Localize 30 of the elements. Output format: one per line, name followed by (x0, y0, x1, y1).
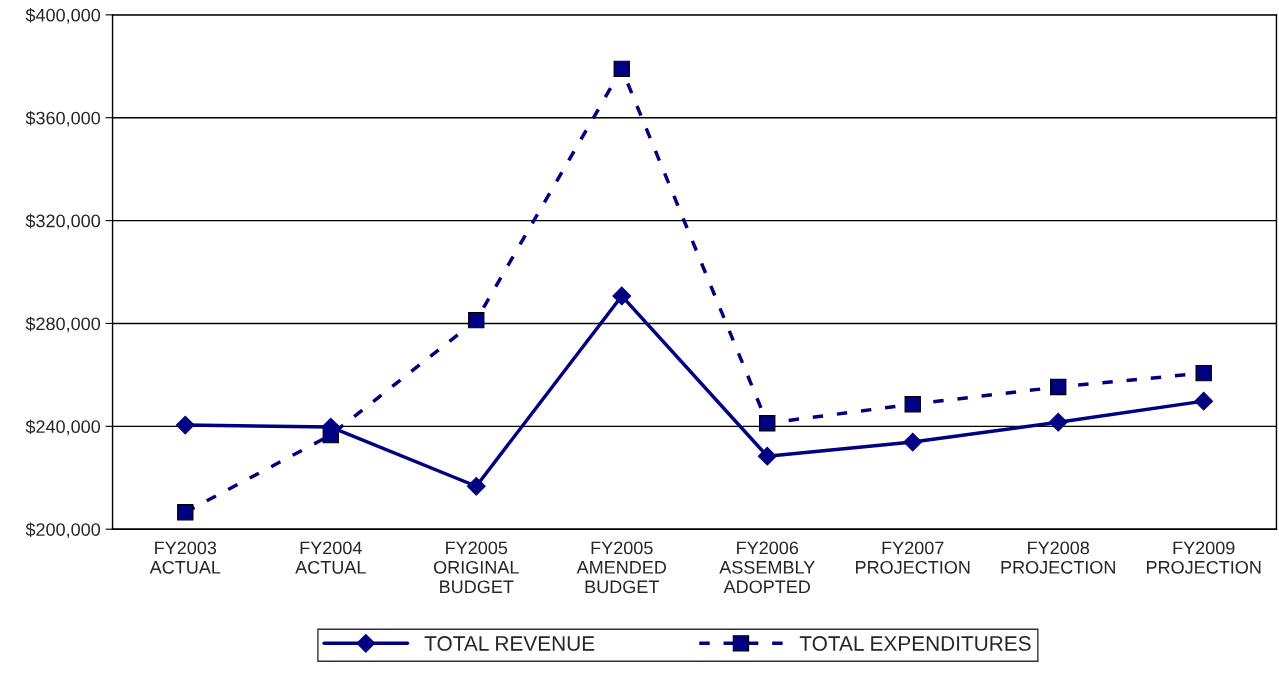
point (757, 446, 777, 466)
y-tick-label: $360,000 (25, 110, 101, 127)
point (612, 286, 632, 306)
legend-label: TOTAL EXPENDITURES (799, 636, 1031, 651)
point (468, 311, 485, 329)
point (177, 504, 194, 521)
point (466, 476, 486, 496)
y-tick-label: $200,000 (25, 522, 101, 539)
y-tick-label: $400,000 (25, 8, 101, 24)
x-tick-label: FY2007 PROJECTION (856, 541, 970, 574)
y-tick-label: $240,000 (25, 419, 101, 436)
x-tick-label: FY2005 ORIGINAL BUDGET (433, 541, 519, 594)
point (1194, 391, 1214, 411)
y-tick-label: $320,000 (25, 213, 101, 230)
point (904, 396, 921, 413)
x-tick-label: FY2004 ACTUAL (295, 541, 366, 574)
point (175, 415, 195, 435)
x-tick-label: FY2003 ACTUAL (149, 541, 221, 574)
point (903, 432, 923, 452)
legend-label: TOTAL REVENUE (424, 636, 595, 651)
point (1195, 364, 1212, 382)
point (759, 415, 776, 432)
y-tick-label: $280,000 (25, 316, 101, 333)
x-tick-label: FY2008 PROJECTION (1001, 541, 1115, 574)
x-tick-label: FY2005 AMENDED BUDGET (576, 541, 667, 594)
point (1050, 378, 1067, 396)
x-tick-label: FY2009 PROJECTION (1147, 541, 1261, 574)
point (1048, 412, 1068, 432)
x-tick-label: FY2006 ASSEMBLY ADOPTED (719, 541, 815, 594)
point (613, 60, 630, 78)
